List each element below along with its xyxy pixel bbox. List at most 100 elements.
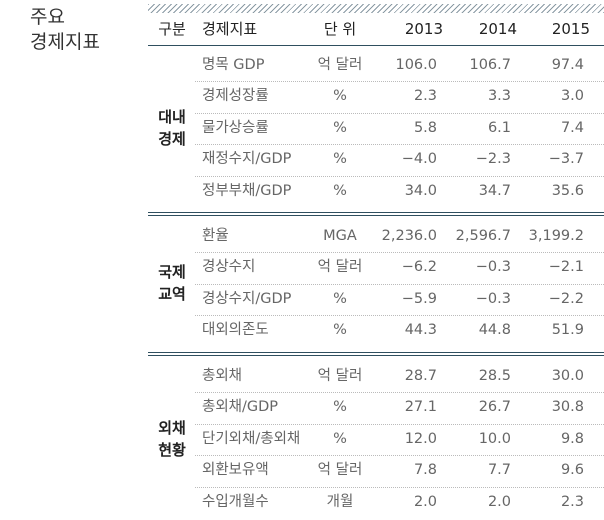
table-cell: 개월: [326, 493, 354, 510]
table-cell: 2,596.7: [455, 228, 511, 244]
table-cell: 9.8: [560, 430, 584, 447]
group-label: 국제: [158, 262, 186, 281]
table-cell: 97.4: [551, 57, 584, 73]
table-cell: 2.3: [413, 88, 437, 105]
table-cell: 27.1: [404, 399, 437, 416]
table-cell: 3.0: [560, 88, 584, 105]
table-cell: 억 달러: [317, 57, 363, 73]
table-cell: 외환보유액: [202, 462, 269, 479]
table-cell: 28.7: [404, 368, 437, 384]
table-cell: −3.7: [548, 151, 584, 168]
group-label: 경제: [158, 129, 186, 148]
table-cell: 7.4: [560, 119, 584, 136]
title-line: 경제지표: [30, 31, 100, 53]
table-cell: 3,199.2: [528, 228, 584, 244]
table-cell: 34.0: [404, 182, 437, 199]
table-cell: −5.9: [401, 290, 437, 307]
header-cell: 단 위: [323, 20, 357, 38]
table-cell: 44.8: [478, 322, 511, 339]
table-cell: 총외채: [202, 368, 243, 384]
table-cell: 재정수지/GDP: [202, 151, 292, 168]
table-cell: MGA: [323, 228, 357, 244]
header-cell: 경제지표: [202, 20, 258, 38]
group-divider: [148, 212, 604, 216]
table-cell: 환율: [202, 228, 229, 244]
table-cell: 대외의존도: [202, 322, 269, 339]
table-cell: 물가상승률: [202, 119, 269, 136]
table-cell: 명목 GDP: [202, 57, 265, 73]
row-divider: [195, 423, 604, 425]
table-cell: 30.0: [551, 368, 584, 384]
table-cell: 5.8: [413, 119, 437, 136]
row-divider: [195, 315, 604, 317]
header-cell: 2013: [404, 20, 443, 38]
table-cell: 51.9: [551, 322, 584, 339]
table-cell: 억 달러: [317, 462, 363, 479]
group-label: 대내: [158, 107, 186, 126]
table-cell: 2.3: [560, 493, 584, 510]
table-cell: %: [333, 430, 347, 447]
table-cell: %: [333, 151, 347, 168]
table-cell: −0.3: [475, 290, 511, 307]
table-cell: 2.0: [487, 493, 511, 510]
table-cell: −2.2: [548, 290, 584, 307]
table-cell: 정부부채/GDP: [202, 182, 292, 199]
row-divider: [195, 486, 604, 488]
table-cell: 경제성장률: [202, 88, 269, 105]
title-line: 주요: [30, 6, 65, 28]
table-cell: 12.0: [404, 430, 437, 447]
table-cell: 44.3: [404, 322, 437, 339]
header-cell: 2015: [551, 20, 590, 38]
table-cell: 7.8: [413, 462, 437, 479]
table-cell: %: [333, 182, 347, 199]
row-divider: [195, 112, 604, 114]
table-cell: 6.1: [487, 119, 511, 136]
header-rule: [148, 45, 604, 46]
row-divider: [195, 455, 604, 457]
table-cell: 2.0: [413, 493, 437, 510]
header-hatch: [148, 4, 604, 13]
row-divider: [195, 175, 604, 177]
group-label: 교역: [158, 284, 186, 303]
table-cell: %: [333, 399, 347, 416]
table-cell: 7.7: [487, 462, 511, 479]
row-divider: [195, 81, 604, 83]
table-cell: 총외채/GDP: [202, 399, 279, 416]
table-cell: −4.0: [401, 151, 437, 168]
table-cell: 28.5: [478, 368, 511, 384]
table-cell: %: [333, 290, 347, 307]
table-cell: 단기외채/총외채: [202, 430, 301, 447]
header-cell: 구분: [158, 20, 186, 38]
header-cell: 2014: [478, 20, 517, 38]
table-cell: −0.3: [475, 259, 511, 276]
table-cell: 3.3: [487, 88, 511, 105]
table-cell: 억 달러: [317, 368, 363, 384]
row-divider: [195, 283, 604, 285]
group-label: 외채: [158, 418, 186, 437]
table-cell: −2.3: [475, 151, 511, 168]
table-cell: %: [333, 119, 347, 136]
table-cell: 경상수지: [202, 259, 256, 276]
row-divider: [195, 392, 604, 394]
table-cell: 30.8: [551, 399, 584, 416]
table-cell: %: [333, 322, 347, 339]
table-cell: 26.7: [478, 399, 511, 416]
row-divider: [195, 144, 604, 146]
group-label: 현황: [158, 440, 186, 459]
table-cell: −6.2: [401, 259, 437, 276]
table-cell: 9.6: [560, 462, 584, 479]
table-cell: 106.7: [469, 57, 511, 73]
table-cell: 106.0: [395, 57, 437, 73]
table-cell: 경상수지/GDP: [202, 290, 292, 307]
row-divider: [195, 252, 604, 254]
table-cell: 2,236.0: [381, 228, 437, 244]
table-cell: −2.1: [548, 259, 584, 276]
table-cell: 34.7: [478, 182, 511, 199]
table-cell: 10.0: [478, 430, 511, 447]
group-divider: [148, 351, 604, 356]
table-cell: 억 달러: [317, 259, 363, 276]
table-cell: 35.6: [551, 182, 584, 199]
table-cell: 수입개월수: [202, 493, 269, 510]
table-cell: %: [333, 88, 347, 105]
